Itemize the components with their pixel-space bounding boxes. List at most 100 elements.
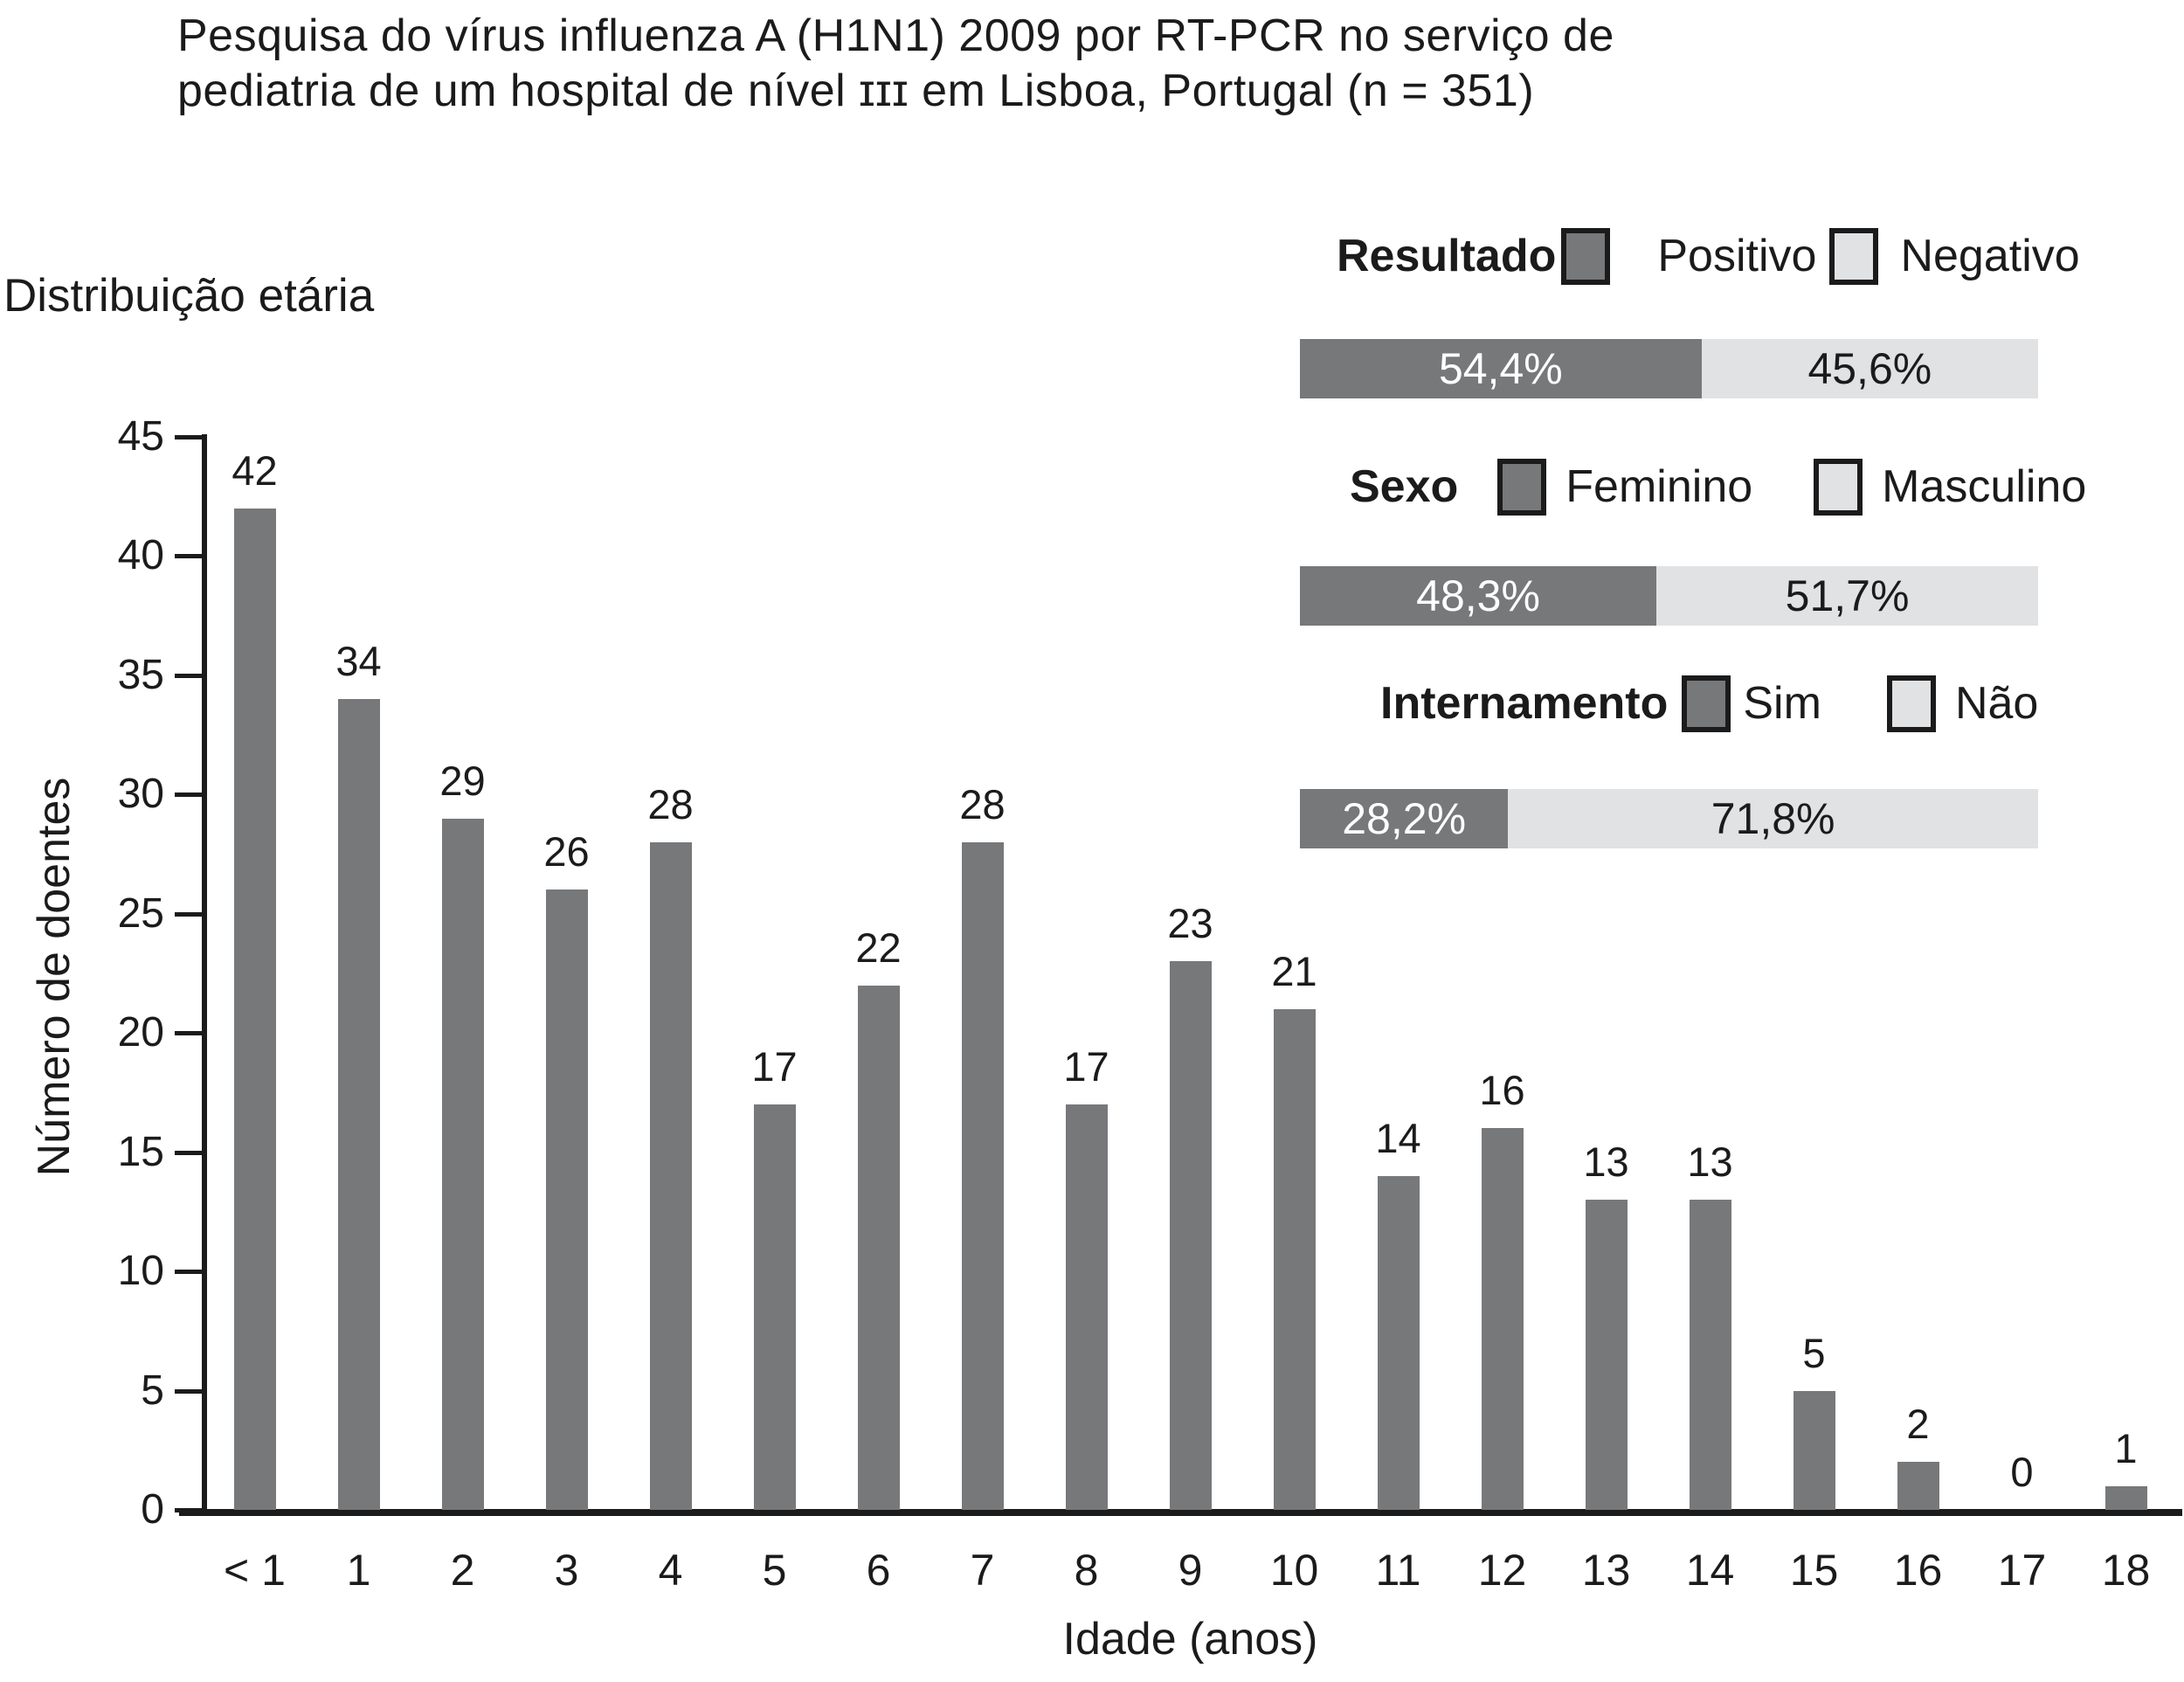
x-tick-label: 11 [1375,1546,1421,1595]
x-tick-label: 6 [866,1546,891,1595]
bar-value-label: 14 [1375,1115,1421,1161]
bar-column: 28 [619,437,722,1510]
x-tick-label: 18 [2101,1546,2151,1595]
sim-swatch-icon [1682,675,1731,732]
x-axis-title: Idade (anos) [1062,1614,1318,1665]
legend-item-positivo: Positivo [1657,231,1817,281]
x-tick-label: 10 [1269,1546,1319,1595]
x-tick-label: 7 [970,1546,995,1595]
bar-column: 42 [203,437,307,1510]
y-axis-line [202,434,207,1515]
internamento-sim-segment: 28,2% [1300,789,1509,848]
bar-column: 17 [1034,437,1138,1510]
figure-title-line2: pediatria de um hospital de nível ɪɪɪ em… [177,66,1535,116]
bar-value-label: 17 [1063,1043,1109,1090]
bar-column: 14 [1346,437,1450,1510]
x-tick-label: 2 [450,1546,475,1595]
bar-column: 0 [1970,437,2074,1510]
legend-item-feminino: Feminino [1565,461,1753,512]
x-tick-label: < 1 [224,1546,286,1595]
bar-value-label: 26 [543,828,590,875]
bar [545,889,588,1510]
y-tick-mark [175,1508,203,1512]
x-tick-label: 9 [1178,1546,1203,1595]
bar-column: 21 [1242,437,1346,1510]
bar [2105,1486,2147,1510]
bar-column: 34 [307,437,411,1510]
resultado-negativo-segment: 45,6% [1701,339,2038,398]
bar [1481,1128,1524,1510]
bar [1585,1200,1628,1510]
y-tick-mark [175,554,203,559]
y-tick-label: 5 [141,1367,164,1414]
x-tick-label: 13 [1581,1546,1631,1595]
legend-internamento-label: Internamento [1380,678,1669,729]
bar-value-label: 42 [232,447,278,494]
x-axis-labels: < 1 1 2 3 4 5 6 7 8 9 10 11 12 13 14 15 16 17 18 [203,1545,2178,1595]
bar-column: 26 [515,437,619,1510]
y-tick-mark [175,793,203,798]
legend-sexo-label: Sexo [1350,461,1459,512]
figure-title-line1: Pesquisa do vírus influenza A (H1N1) 200… [177,10,1614,61]
legend-item-negativo: Negativo [1900,231,2080,281]
bar-column: 13 [1554,437,1658,1510]
bar-column: 28 [930,437,1034,1510]
bar [961,842,1004,1510]
y-tick-label: 40 [117,532,164,579]
bar-column: 22 [826,437,930,1510]
x-tick-label: 16 [1893,1546,1943,1595]
legend-item-nao: Não [1954,678,2039,729]
bar [649,842,692,1510]
x-tick-label: 12 [1477,1546,1527,1595]
x-tick-label: 8 [1074,1546,1099,1595]
sexo-masculino-segment: 51,7% [1656,566,2038,626]
bar-value-label: 17 [751,1043,798,1090]
x-tick-label: 4 [658,1546,683,1595]
y-tick-label: 35 [117,651,164,698]
bar-value-label: 13 [1687,1139,1733,1185]
bar-value-label: 28 [959,781,1006,827]
bar-value-label: 1 [2114,1425,2138,1471]
x-tick-label: 3 [554,1546,579,1595]
bar-column: 17 [722,437,826,1510]
x-tick-label: 1 [346,1546,371,1595]
y-tick-mark [175,673,203,678]
legend-resultado-header: Resultado Positivo Negativo [1337,226,2080,286]
bar [337,699,380,1510]
sexo-stacked-bar: 48,3% 51,7% [1300,566,2038,626]
bar-value-label: 23 [1167,900,1213,946]
y-tick-mark [175,911,203,917]
bar [753,1104,796,1510]
x-tick-label: 5 [762,1546,787,1595]
x-tick-label: 14 [1685,1546,1735,1595]
bar-column: 5 [1762,437,1866,1510]
bar [233,509,276,1510]
masculino-swatch-icon [1814,458,1863,516]
chart-subtitle: Distribuição etária [3,270,375,322]
bar-value-label: 34 [335,638,382,684]
nao-swatch-icon [1886,675,1936,732]
feminino-swatch-icon [1497,458,1547,516]
bar-value-label: 16 [1479,1067,1525,1113]
bar-value-label: 22 [855,924,902,971]
bar-column: 13 [1658,437,1762,1510]
y-tick-label: 10 [117,1248,164,1295]
x-tick-label: 15 [1789,1546,1839,1595]
bar-column: 16 [1450,437,1554,1510]
negativo-swatch-icon [1829,227,1879,285]
bar [441,819,484,1510]
sexo-feminino-segment: 48,3% [1300,566,1657,626]
bar [1065,1104,1108,1510]
bar-value-label: 2 [1906,1401,1930,1447]
legend-internamento-header: Internamento Sim Não [1380,674,2038,733]
positivo-swatch-icon [1561,227,1611,285]
bar [1689,1200,1731,1510]
bar-value-label: 28 [647,781,694,827]
x-tick-label: 17 [1997,1546,2047,1595]
bar-column: 23 [1138,437,1242,1510]
bar [1169,961,1212,1510]
bar-value-label: 0 [2010,1449,2034,1495]
legend-item-masculino: Masculino [1882,461,2087,512]
legend-item-sim: Sim [1743,678,1821,729]
bar-value-label: 5 [1802,1330,1826,1376]
